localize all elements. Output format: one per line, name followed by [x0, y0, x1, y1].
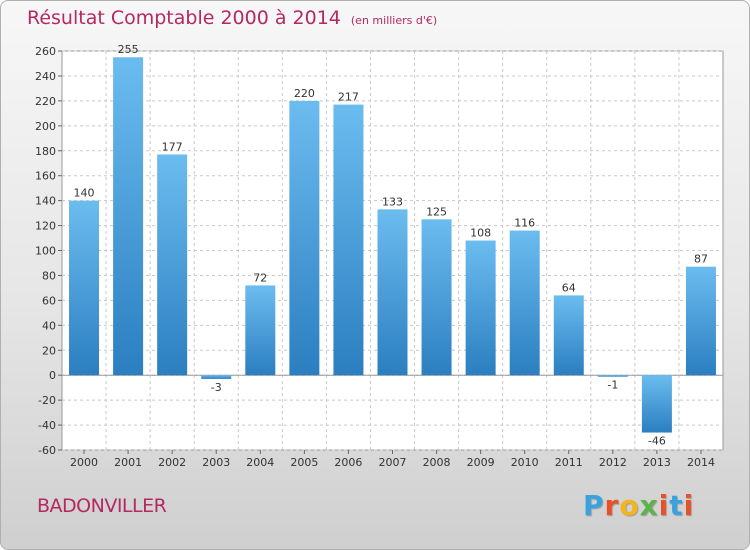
y-tick-label: 80: [42, 269, 56, 282]
data-label: 140: [74, 187, 95, 200]
bar-2007: [377, 209, 408, 376]
title-row: Résultat Comptable 2000 à 2014 (en millie…: [27, 7, 437, 29]
bars-layer: [69, 57, 716, 433]
logo-letter: i: [683, 489, 695, 522]
bar-2014: [685, 266, 716, 376]
logo-letter: t: [669, 489, 684, 522]
x-tick-label: 2012: [599, 456, 627, 469]
x-tick-label: 2011: [555, 456, 583, 469]
y-tick-label: 40: [42, 319, 56, 332]
logo-letter: o: [619, 489, 640, 522]
y-tick-label: 200: [35, 120, 56, 133]
x-tick-label: 2005: [290, 456, 318, 469]
y-tick-label: -20: [38, 394, 56, 407]
y-tick-label: 260: [35, 45, 56, 58]
data-label: 72: [253, 271, 267, 284]
bar-2005: [289, 100, 320, 376]
axis-layer: -60 -40 -20 0 20 40 60 80 100 120 140 160 180 200 220 2…: [35, 45, 715, 469]
y-tick-label: -60: [38, 444, 56, 457]
chart-title: Résultat Comptable 2000 à 2014: [27, 7, 341, 29]
x-tick-label: 2003: [202, 456, 230, 469]
data-label: 108: [470, 227, 491, 240]
bar-2004: [245, 285, 276, 376]
y-tick-label: 180: [35, 145, 56, 158]
bar-2003: [201, 375, 232, 379]
data-label: 64: [562, 281, 576, 294]
bar-2006: [333, 104, 364, 376]
data-label: 116: [514, 217, 535, 230]
x-tick-label: 2014: [687, 456, 715, 469]
labels-layer: 140 255 177 -3 72 220 217 133 125 108 116 64 -1 -46 87: [74, 43, 708, 447]
logo-letter: x: [639, 489, 659, 522]
bar-2012: [597, 375, 628, 377]
y-tick-label: 220: [35, 95, 56, 108]
bar-2001: [113, 57, 144, 376]
x-tick-label: 2006: [334, 456, 362, 469]
x-tick-label: 2001: [114, 456, 142, 469]
bar-2013: [641, 375, 672, 433]
x-tick-label: 2008: [423, 456, 451, 469]
x-tick-label: 2004: [246, 456, 274, 469]
y-tick-label: 140: [35, 195, 56, 208]
logo-letter: r: [604, 489, 620, 522]
bar-2000: [69, 200, 100, 376]
y-tick-label: -40: [38, 419, 56, 432]
bar-2009: [465, 240, 496, 376]
y-tick-label: 100: [35, 245, 56, 258]
y-tick-label: 60: [42, 294, 56, 307]
x-tick-label: 2013: [643, 456, 671, 469]
data-label: -1: [607, 378, 618, 391]
x-tick-label: 2000: [70, 456, 98, 469]
y-tick-label: 160: [35, 170, 56, 183]
y-tick-label: 240: [35, 70, 56, 83]
proxiti-logo: Proxiti: [583, 489, 694, 522]
data-label: 220: [294, 87, 315, 100]
data-label: 177: [162, 140, 183, 153]
bar-2008: [421, 219, 452, 376]
bar-2002: [157, 154, 188, 376]
bar-2011: [553, 295, 584, 376]
data-label: 125: [426, 205, 447, 218]
data-label: -46: [648, 435, 666, 448]
y-tick-label: 120: [35, 220, 56, 233]
data-label: 217: [338, 91, 359, 104]
data-label: 255: [118, 43, 139, 56]
x-tick-label: 2002: [158, 456, 186, 469]
x-tick-label: 2009: [467, 456, 495, 469]
logo-letter: i: [658, 489, 670, 522]
x-tick-label: 2007: [379, 456, 407, 469]
data-label: 87: [694, 253, 708, 266]
commune-name: BADONVILLER: [37, 495, 167, 517]
x-tick-label: 2010: [511, 456, 539, 469]
bar-2010: [509, 230, 540, 376]
data-label: 133: [382, 195, 403, 208]
data-label: -3: [211, 381, 222, 394]
logo-letter: P: [583, 489, 605, 522]
y-tick-label: 0: [49, 369, 56, 382]
y-tick-label: 20: [42, 344, 56, 357]
chart-subtitle: (en milliers d'€): [350, 14, 438, 27]
